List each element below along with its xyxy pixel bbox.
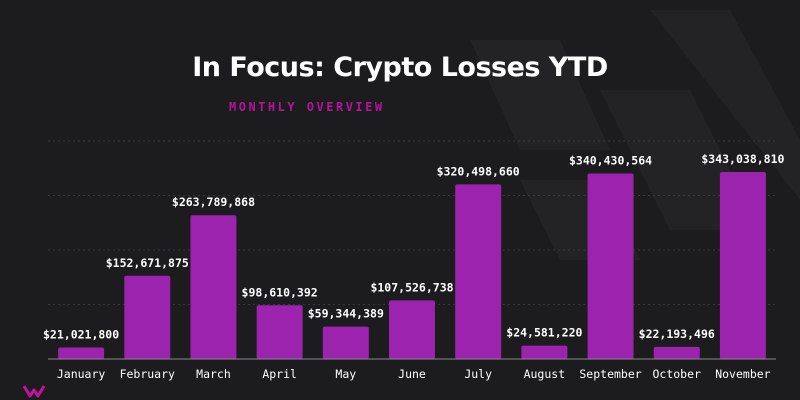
brand-logo-icon	[22, 385, 46, 398]
x-tick-label-april: April	[262, 367, 297, 381]
bar-november	[719, 172, 766, 359]
x-tick-label-august: August	[524, 367, 566, 381]
bar-february	[124, 275, 171, 359]
data-label-january: $21,021,800	[43, 328, 119, 342]
x-tick-label-may: May	[335, 367, 356, 381]
data-label-april: $98,610,392	[242, 285, 318, 299]
x-tick-label-january: January	[57, 367, 106, 381]
bar-july	[455, 184, 502, 359]
bar-august	[521, 345, 568, 359]
chart-title: In Focus: Crypto Losses YTD	[192, 52, 608, 83]
data-labels: $21,021,800 $152,671,875 $263,789,868 $98,6…	[43, 152, 785, 341]
chart-subtitle: MONTHLY OVERVIEW	[229, 100, 385, 114]
bar-september	[587, 173, 634, 359]
data-label-march: $263,789,868	[172, 195, 255, 209]
x-tick-label-september: September	[579, 367, 641, 381]
data-label-july: $320,498,660	[437, 164, 520, 178]
data-label-september: $340,430,564	[569, 153, 652, 167]
x-tick-label-october: October	[652, 367, 701, 381]
data-label-october: $22,193,496	[639, 327, 715, 341]
x-tick-label-march: March	[196, 367, 231, 381]
x-axis-ticks: January February March April May June July Augu…	[57, 367, 771, 381]
x-tick-label-february: February	[120, 367, 175, 381]
bar-june	[389, 300, 435, 359]
bar-january	[58, 347, 105, 359]
x-tick-label-november: November	[715, 367, 770, 381]
bar-april	[256, 305, 303, 359]
bar-october	[653, 346, 700, 359]
bar-march	[190, 215, 237, 359]
x-tick-label-june: June	[398, 367, 426, 381]
data-label-may: $59,344,389	[308, 307, 384, 321]
data-label-february: $152,671,875	[106, 256, 189, 270]
bars	[58, 172, 766, 359]
data-label-june: $107,526,738	[370, 280, 453, 294]
x-tick-label-july: July	[464, 367, 492, 381]
bar-may	[322, 326, 369, 359]
data-label-august: $24,581,220	[506, 326, 582, 340]
data-label-november: $343,038,810	[701, 152, 784, 166]
